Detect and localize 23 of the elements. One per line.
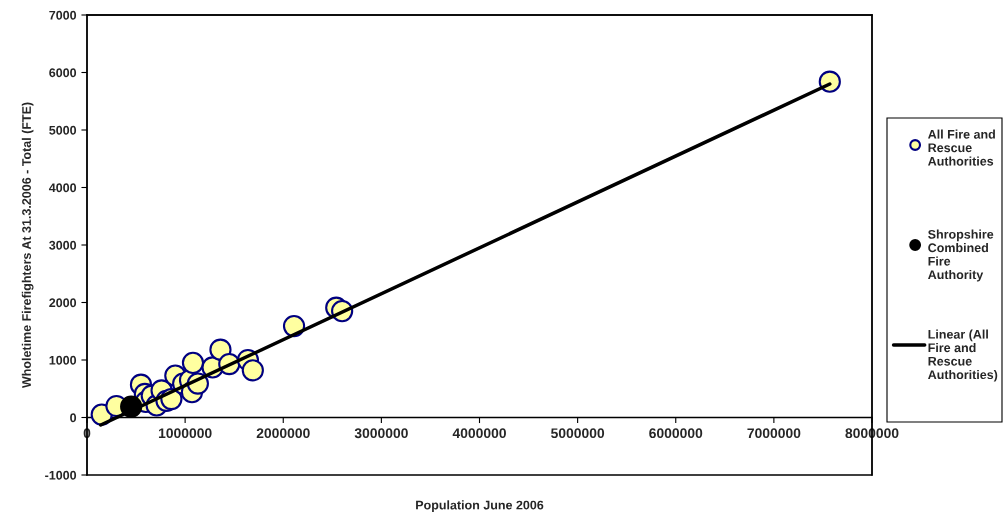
y-tick-label: 6000 xyxy=(49,68,77,78)
y-tick-label: 2000 xyxy=(49,298,77,308)
y-tick-label: 4000 xyxy=(48,183,77,193)
legend-label: All Fire and Rescue Authorities xyxy=(928,129,995,166)
x-tick-label: 2000000 xyxy=(256,428,310,439)
x-tick-label: 6000000 xyxy=(649,428,703,439)
y-tick-label: 5000 xyxy=(49,125,77,135)
point xyxy=(181,351,205,374)
y-tick-label: 0 xyxy=(70,413,77,423)
y-tick-label: 1000 xyxy=(49,355,77,365)
y-tick-label: 3000 xyxy=(49,240,77,250)
y-axis-title: Wholetime Firefighters At 31.3.2006 - Total (FTE) xyxy=(21,102,34,389)
x-tick-label: 3000000 xyxy=(354,428,408,439)
y-tick-label: -1000 xyxy=(45,470,77,480)
x-tick-label: 4000000 xyxy=(452,428,506,439)
y-tick-label: 7000 xyxy=(49,10,77,20)
legend-label: Linear (All Fire and Rescue Authorities) xyxy=(928,329,998,382)
x-tick-label: 1000000 xyxy=(158,428,212,439)
point xyxy=(241,359,264,382)
x-tick-label: 7000000 xyxy=(747,428,801,439)
legend-label: Shropshire Combined Fire Authority xyxy=(928,229,994,282)
x-tick-label: 5000000 xyxy=(551,428,605,439)
x-axis-title: Population June 2006 xyxy=(416,500,544,512)
